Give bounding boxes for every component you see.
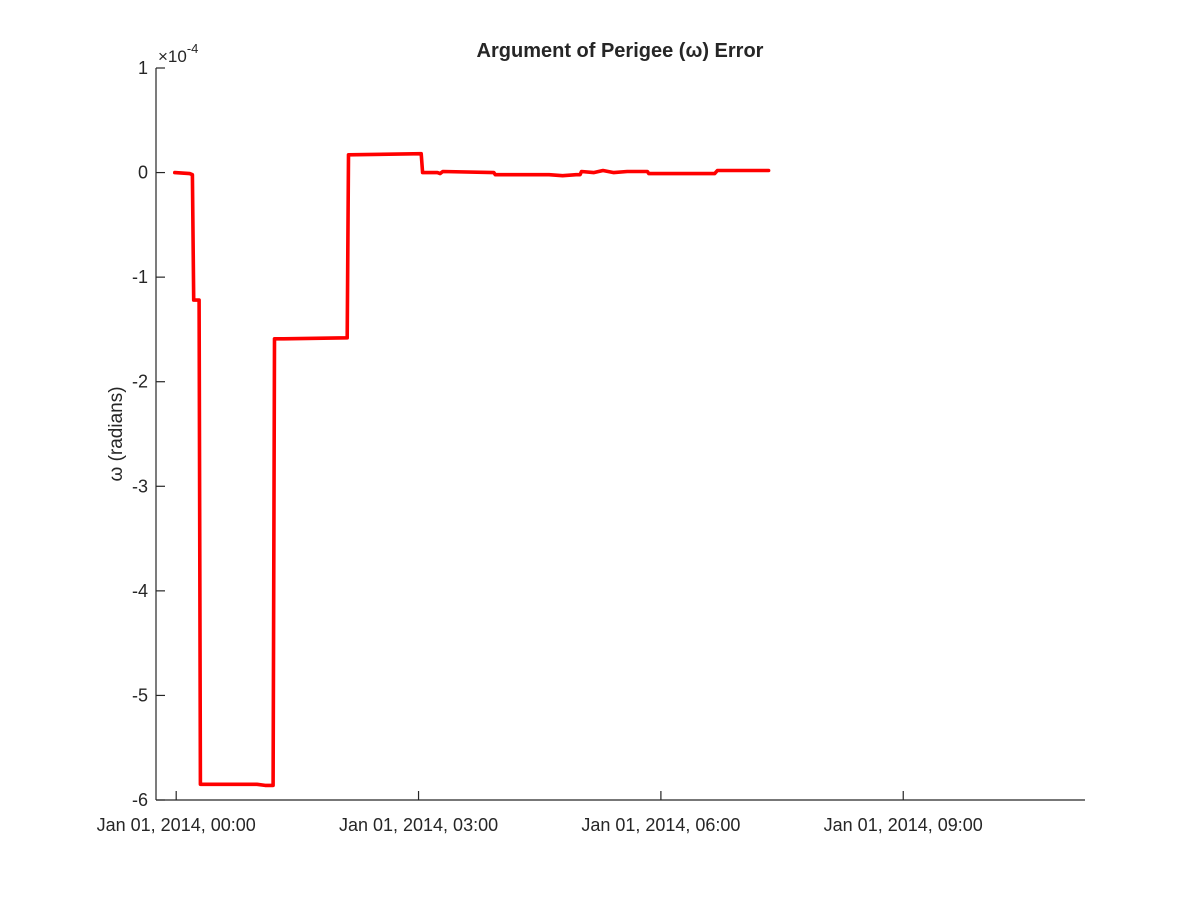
y-tick-label: -1 xyxy=(132,267,148,287)
y-axis-exponent-power: -4 xyxy=(187,41,199,56)
y-tick-label: -5 xyxy=(132,685,148,705)
y-tick-label: 0 xyxy=(138,163,148,183)
series-line-0 xyxy=(173,151,771,788)
chart-title: Argument of Perigee (ω) Error xyxy=(477,40,764,62)
y-tick-label: -3 xyxy=(132,476,148,496)
x-ticks: Jan 01, 2014, 00:00 Jan 01, 2014, 03:00 Ja… xyxy=(97,791,983,835)
y-tick-label: -6 xyxy=(132,790,148,810)
y-axis-exponent: ×10-4 xyxy=(158,41,198,66)
x-tick-label: Jan 01, 2014, 09:00 xyxy=(824,815,983,835)
plot-area xyxy=(156,68,1085,800)
y-ticks: 1 0 -1 -2 -3 -4 -5 -6 xyxy=(132,58,165,810)
x-tick-label: Jan 01, 2014, 00:00 xyxy=(97,815,256,835)
y-axis-label: ω (radians) xyxy=(106,386,127,481)
y-axis-exponent-base: ×10 xyxy=(158,47,187,66)
y-tick-label: -4 xyxy=(132,581,148,601)
axes: 10-1-2-3-4-5-6 Jan 01, 2014, 00:00 Jan 01… xyxy=(97,58,1085,835)
x-tick-label: Jan 01, 2014, 03:00 xyxy=(339,815,498,835)
x-tick-label: Jan 01, 2014, 06:00 xyxy=(581,815,740,835)
y-tick-label: 1 xyxy=(138,58,148,78)
series-layer xyxy=(173,151,771,788)
y-tick-label: -2 xyxy=(132,372,148,392)
